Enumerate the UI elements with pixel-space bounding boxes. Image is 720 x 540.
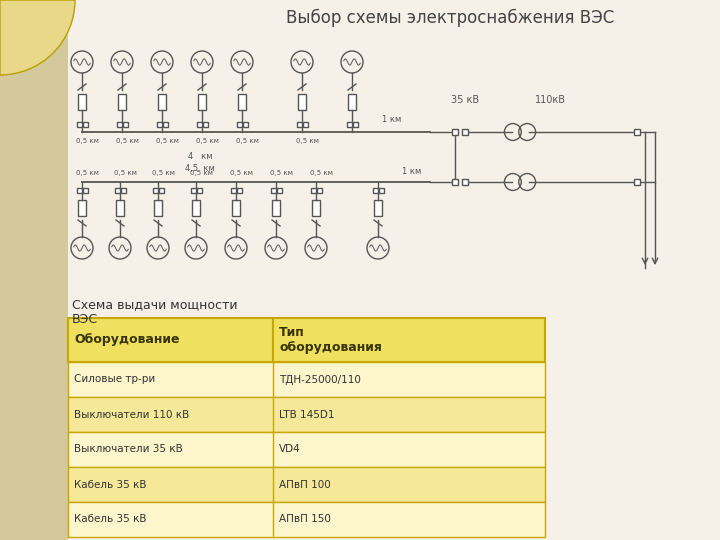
- Bar: [452, 179, 458, 185]
- Text: LTB 145D1: LTB 145D1: [279, 409, 335, 420]
- Text: 1 км: 1 км: [402, 167, 422, 176]
- Text: АПвП 150: АПвП 150: [279, 515, 331, 524]
- Bar: [236, 122, 241, 126]
- Bar: [76, 122, 81, 126]
- Text: VD4: VD4: [279, 444, 301, 455]
- Bar: [272, 200, 280, 216]
- Bar: [346, 122, 351, 126]
- Bar: [68, 467, 545, 502]
- Bar: [78, 200, 86, 216]
- Bar: [0, 0, 68, 540]
- Bar: [317, 187, 322, 192]
- Text: 0,5 км: 0,5 км: [235, 138, 258, 144]
- Bar: [191, 187, 196, 192]
- Bar: [202, 122, 207, 126]
- Text: 4   км: 4 км: [188, 152, 212, 161]
- Bar: [374, 200, 382, 216]
- Text: Кабель 35 кВ: Кабель 35 кВ: [74, 515, 146, 524]
- Bar: [76, 187, 81, 192]
- Text: Выключатели 35 кВ: Выключатели 35 кВ: [74, 444, 183, 455]
- Bar: [68, 362, 545, 397]
- Bar: [163, 122, 168, 126]
- Bar: [298, 94, 306, 110]
- Text: Оборудование: Оборудование: [74, 334, 179, 347]
- Bar: [634, 179, 640, 185]
- Text: Схема выдачи мощности
ВЭС: Схема выдачи мощности ВЭС: [72, 298, 238, 326]
- Bar: [153, 187, 158, 192]
- Bar: [312, 200, 320, 216]
- Text: 110кВ: 110кВ: [534, 95, 565, 105]
- Bar: [78, 94, 86, 110]
- Bar: [154, 200, 162, 216]
- Text: 0,5 км: 0,5 км: [114, 170, 136, 176]
- Bar: [158, 187, 163, 192]
- Text: 0,5 км: 0,5 км: [152, 170, 174, 176]
- Text: 0,5 км: 0,5 км: [196, 138, 218, 144]
- Text: Силовые тр-ри: Силовые тр-ри: [74, 375, 156, 384]
- Bar: [156, 122, 161, 126]
- Text: 1 км: 1 км: [382, 115, 402, 124]
- Bar: [68, 502, 545, 537]
- Text: Тип
оборудования: Тип оборудования: [279, 326, 382, 354]
- Bar: [117, 122, 122, 126]
- Bar: [118, 94, 126, 110]
- Bar: [83, 187, 88, 192]
- Bar: [114, 187, 120, 192]
- Bar: [122, 122, 127, 126]
- Bar: [372, 187, 377, 192]
- Bar: [236, 187, 241, 192]
- Bar: [452, 129, 458, 135]
- Text: ТДН-25000/110: ТДН-25000/110: [279, 374, 361, 384]
- Bar: [116, 200, 124, 216]
- Text: 0,5 км: 0,5 км: [296, 138, 318, 144]
- Text: Кабель 35 кВ: Кабель 35 кВ: [74, 480, 146, 489]
- Bar: [197, 187, 202, 192]
- Text: 0,5 км: 0,5 км: [310, 170, 333, 176]
- Text: 0,5 км: 0,5 км: [156, 138, 179, 144]
- Bar: [462, 179, 468, 185]
- Text: 4,5  км: 4,5 км: [185, 164, 215, 173]
- Text: 35 кВ: 35 кВ: [451, 95, 479, 105]
- Bar: [158, 94, 166, 110]
- Bar: [232, 200, 240, 216]
- Text: АПвП 100: АПвП 100: [279, 480, 331, 489]
- Text: 0,5 км: 0,5 км: [230, 170, 253, 176]
- Bar: [230, 187, 235, 192]
- Wedge shape: [0, 0, 75, 75]
- Bar: [302, 122, 307, 126]
- Bar: [198, 94, 206, 110]
- Bar: [297, 122, 302, 126]
- Bar: [310, 187, 315, 192]
- Text: 0,5 км: 0,5 км: [76, 138, 99, 144]
- Bar: [120, 187, 125, 192]
- Text: 0,5 км: 0,5 км: [189, 170, 212, 176]
- Bar: [83, 122, 88, 126]
- Bar: [192, 200, 200, 216]
- Bar: [348, 94, 356, 110]
- Bar: [276, 187, 282, 192]
- Bar: [379, 187, 384, 192]
- Bar: [634, 129, 640, 135]
- Text: 0,5 км: 0,5 км: [269, 170, 292, 176]
- Bar: [197, 122, 202, 126]
- Bar: [243, 122, 248, 126]
- Text: Выключатели 110 кВ: Выключатели 110 кВ: [74, 409, 189, 420]
- Text: 0,5 км: 0,5 км: [76, 170, 99, 176]
- Text: 0,5 км: 0,5 км: [116, 138, 138, 144]
- Bar: [353, 122, 358, 126]
- Bar: [68, 318, 545, 362]
- Bar: [68, 432, 545, 467]
- Bar: [271, 187, 276, 192]
- Bar: [238, 94, 246, 110]
- Bar: [68, 397, 545, 432]
- Bar: [462, 129, 468, 135]
- Text: Выбор схемы электроснабжения ВЭС: Выбор схемы электроснабжения ВЭС: [286, 9, 614, 27]
